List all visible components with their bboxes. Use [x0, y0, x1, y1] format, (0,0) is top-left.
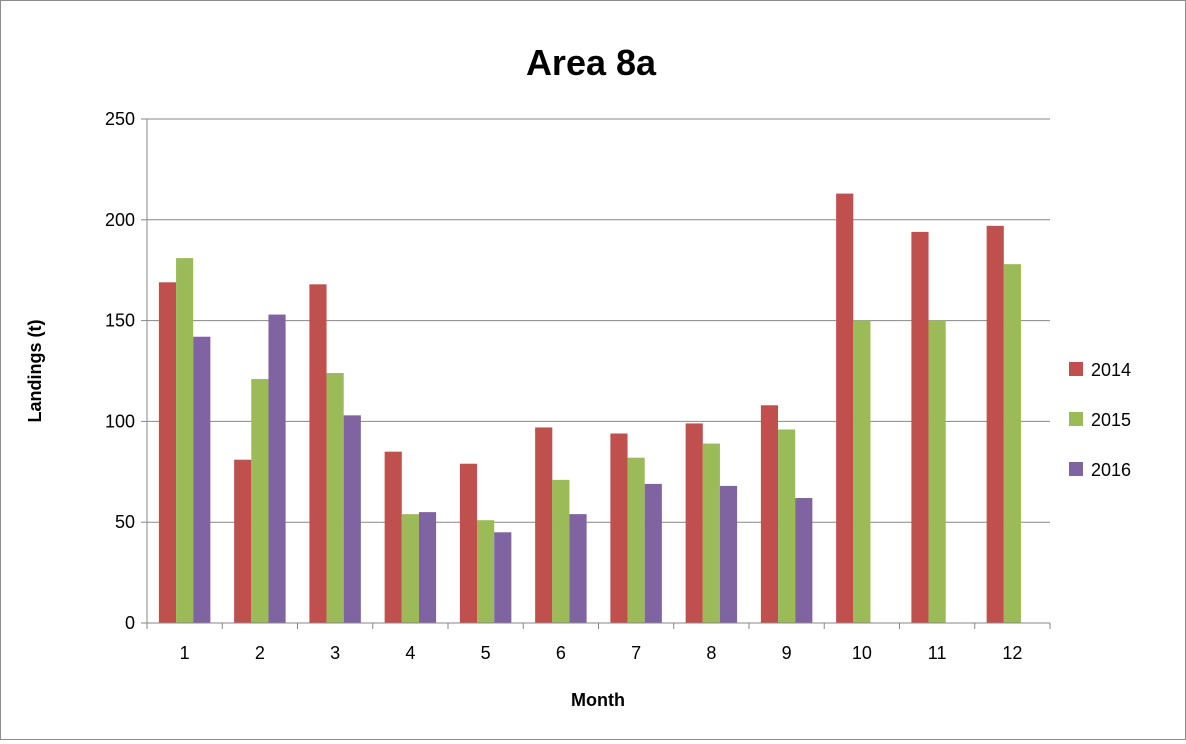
x-tick-label: 7: [631, 643, 641, 663]
x-tick-label: 2: [255, 643, 265, 663]
x-tick-label: 11: [928, 643, 947, 663]
bar-2014-month-4: [384, 451, 402, 623]
legend: 2014 2015 2016: [1069, 360, 1131, 480]
x-tick-label: 1: [180, 643, 190, 663]
y-tick-label: 50: [115, 512, 135, 532]
chart-title: Area 8a: [526, 42, 657, 83]
x-tick-label: 10: [852, 643, 872, 663]
bar-2016-month-1: [193, 336, 211, 623]
bar-2015-month-11: [928, 320, 946, 623]
gridlines: [147, 118, 1050, 523]
bar-2014-month-2: [234, 459, 252, 623]
bar-2014-month-5: [459, 463, 478, 623]
x-tick-label: 6: [556, 643, 566, 663]
bar-2015-month-1: [176, 258, 194, 623]
x-tick-label: 12: [1002, 643, 1022, 663]
bar-2014-month-10: [836, 193, 854, 624]
bar-2016-month-5: [494, 532, 512, 623]
y-tick-label: 150: [105, 311, 135, 331]
bar-2014-month-8: [685, 423, 703, 623]
x-tick-label: 5: [481, 643, 491, 663]
bar-2015-month-7: [627, 457, 645, 623]
bar-2015-month-8: [702, 443, 720, 623]
y-tick-label: 0: [125, 613, 135, 633]
legend-label-2014: 2014: [1091, 360, 1131, 380]
x-tick-label: 9: [782, 643, 792, 663]
y-tick-label: 200: [105, 210, 135, 230]
legend-swatch-2015: [1069, 412, 1083, 426]
bar-2014-month-7: [610, 433, 628, 623]
legend-label-2015: 2015: [1091, 410, 1131, 430]
bar-2015-month-3: [326, 373, 344, 623]
bar-2015-month-4: [401, 514, 419, 623]
x-tick-label: 8: [706, 643, 716, 663]
x-tick-label: 3: [330, 643, 340, 663]
bar-2016-month-8: [719, 485, 738, 623]
y-axis-title: Landings (t): [25, 320, 45, 423]
bar-2016-month-6: [569, 514, 587, 623]
bar-2015-month-10: [853, 320, 871, 623]
bar-2014-month-9: [760, 405, 779, 623]
bars: [158, 193, 1021, 624]
bar-2015-month-9: [778, 429, 796, 623]
bar-2015-month-6: [552, 479, 570, 623]
legend-swatch-2014: [1069, 362, 1083, 376]
x-axis-title: Month: [571, 690, 625, 710]
legend-label-2016: 2016: [1091, 460, 1131, 480]
bar-2015-month-12: [1003, 264, 1021, 623]
y-tick-label: 250: [105, 109, 135, 129]
bar-2014-month-11: [911, 231, 929, 623]
bar-2014-month-3: [309, 284, 327, 623]
y-tick-label: 100: [105, 411, 135, 431]
bar-2016-month-4: [418, 512, 437, 623]
legend-swatch-2016: [1069, 462, 1083, 476]
bar-2014-month-6: [535, 427, 553, 623]
bar-2016-month-9: [795, 498, 813, 623]
bar-2016-month-7: [644, 483, 662, 623]
bar-2014-month-1: [158, 282, 177, 623]
bar-2016-month-2: [268, 314, 286, 623]
x-tick-label: 4: [405, 643, 415, 663]
bar-2015-month-5: [477, 520, 495, 623]
bar-2015-month-2: [251, 379, 269, 623]
bar-2016-month-3: [343, 415, 361, 623]
bar-2014-month-12: [986, 225, 1004, 623]
